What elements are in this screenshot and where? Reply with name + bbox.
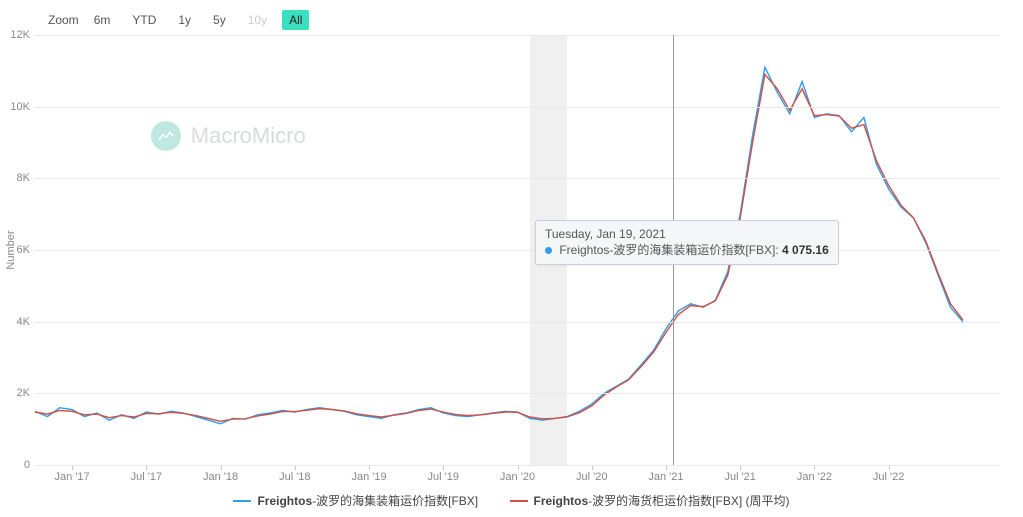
- x-tick-mark: [518, 465, 519, 470]
- x-tick-mark: [295, 465, 296, 470]
- y-tick-label: 0: [0, 459, 30, 471]
- grid-line: [35, 107, 1000, 108]
- legend-swatch-icon: [233, 500, 251, 502]
- x-tick-mark: [443, 465, 444, 470]
- x-tick-label: Jan '18: [203, 471, 238, 483]
- tooltip-date: Tuesday, Jan 19, 2021: [545, 227, 829, 241]
- tooltip-dot-icon: [545, 247, 552, 254]
- y-tick-label: 4K: [0, 316, 30, 328]
- y-tick-label: 10K: [0, 101, 30, 113]
- zoom-ytd-button[interactable]: YTD: [125, 10, 163, 30]
- zoom-label: Zoom: [48, 13, 79, 27]
- x-tick-label: Jul '17: [131, 471, 162, 483]
- legend: Freightos-波罗的海集装箱运价指数[FBX] Freightos-波罗的…: [0, 491, 1023, 510]
- legend-item-2[interactable]: Freightos-波罗的海货柜运价指数[FBX] (周平均): [510, 492, 790, 509]
- x-tick-label: Jul '19: [428, 471, 459, 483]
- zoom-toolbar: Zoom 6m YTD 1y 5y 10y All: [48, 10, 309, 30]
- zoom-all-button[interactable]: All: [282, 10, 309, 30]
- x-tick-label: Jul '18: [279, 471, 310, 483]
- x-tick-mark: [146, 465, 147, 470]
- tooltip-series-name: Freightos-波罗的海集装箱运价指数[FBX]: [559, 243, 775, 257]
- x-tick-mark: [889, 465, 890, 470]
- x-tick-label: Jan '17: [55, 471, 90, 483]
- grid-line: [35, 393, 1000, 394]
- y-tick-label: 6K: [0, 244, 30, 256]
- plot-area[interactable]: Number MacroMicro 02K4K6K8K10K12KJan '17…: [35, 35, 1000, 465]
- grid-line: [35, 178, 1000, 179]
- x-tick-mark: [740, 465, 741, 470]
- x-tick-label: Jan '20: [500, 471, 535, 483]
- zoom-6m-button[interactable]: 6m: [87, 10, 118, 30]
- x-tick-label: Jul '20: [576, 471, 607, 483]
- x-tick-mark: [814, 465, 815, 470]
- tooltip: Tuesday, Jan 19, 2021 Freightos-波罗的海集装箱运…: [535, 220, 839, 265]
- y-tick-label: 8K: [0, 172, 30, 184]
- zoom-5y-button[interactable]: 5y: [206, 10, 233, 30]
- x-tick-label: Jul '22: [873, 471, 904, 483]
- x-tick-mark: [666, 465, 667, 470]
- legend-item-1[interactable]: Freightos-波罗的海集装箱运价指数[FBX]: [233, 492, 478, 509]
- x-tick-label: Jan '21: [648, 471, 683, 483]
- x-tick-mark: [592, 465, 593, 470]
- legend-1-rest: -波罗的海集装箱运价指数[FBX]: [312, 494, 478, 508]
- tooltip-row: Freightos-波罗的海集装箱运价指数[FBX]: 4 075.16: [545, 241, 829, 258]
- x-tick-mark: [369, 465, 370, 470]
- x-tick-label: Jul '21: [724, 471, 755, 483]
- legend-1-bold: Freightos: [257, 494, 312, 508]
- x-tick-mark: [72, 465, 73, 470]
- x-tick-mark: [221, 465, 222, 470]
- zoom-1y-button[interactable]: 1y: [171, 10, 198, 30]
- grid-line: [35, 35, 1000, 36]
- chart-container: Zoom 6m YTD 1y 5y 10y All Number MacroMi…: [0, 0, 1023, 517]
- legend-swatch-icon: [510, 500, 528, 502]
- grid-line: [35, 250, 1000, 251]
- tooltip-value: 4 075.16: [782, 243, 829, 257]
- x-tick-label: Jan '19: [351, 471, 386, 483]
- x-tick-label: Jan '22: [797, 471, 832, 483]
- zoom-10y-button: 10y: [241, 10, 274, 30]
- y-tick-label: 12K: [0, 29, 30, 41]
- legend-2-bold: Freightos: [534, 494, 589, 508]
- grid-line: [35, 322, 1000, 323]
- y-tick-label: 2K: [0, 387, 30, 399]
- legend-2-rest: -波罗的海货柜运价指数[FBX] (周平均): [588, 494, 789, 508]
